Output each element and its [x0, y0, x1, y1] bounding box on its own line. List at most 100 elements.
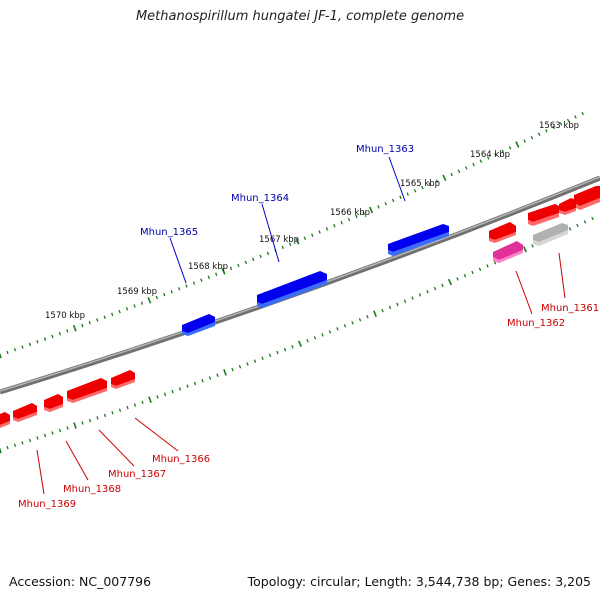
- tick-mark: [6, 350, 9, 355]
- map-title: Methanospirillum hungatei JF-1, complete…: [135, 9, 465, 24]
- tick-mark: [486, 156, 490, 160]
- tick-mark: [311, 233, 314, 237]
- tick-mark: [133, 403, 137, 407]
- gene-mhun-1359[interactable]: [528, 204, 559, 226]
- tick-mark: [576, 223, 579, 228]
- tick-mark: [441, 283, 444, 288]
- tick-mark: [251, 257, 255, 262]
- tick-mark: [110, 312, 114, 317]
- tick-mark: [399, 195, 402, 200]
- tick-mark: [347, 217, 351, 222]
- gene-label-mhun-1366[interactable]: Mhun_1366: [152, 454, 210, 465]
- tick-mark: [140, 301, 144, 305]
- tick-mark: [237, 263, 240, 268]
- tick-mark: [313, 336, 317, 340]
- tick-mark: [28, 342, 32, 347]
- tick-mark: [421, 185, 424, 190]
- tick-mark: [156, 395, 159, 399]
- gene-label-mhun-1361[interactable]: Mhun_1361: [541, 303, 599, 314]
- tick-mark: [36, 339, 39, 344]
- tick-mark: [223, 369, 227, 376]
- tick-mark: [268, 353, 272, 358]
- tick-mark: [298, 340, 302, 348]
- tick-mark: [177, 287, 181, 291]
- tick-mark: [465, 166, 468, 170]
- gene-label-mhun-1363[interactable]: Mhun_1363: [356, 144, 414, 155]
- scale-label-1568: 1568 kbp: [188, 262, 228, 272]
- tick-mark: [435, 179, 439, 183]
- tick-mark: [426, 290, 429, 294]
- tick-mark: [340, 220, 343, 225]
- tick-mark: [36, 436, 39, 440]
- tick-mark: [433, 286, 437, 291]
- gene-mhun-1365[interactable]: [182, 314, 215, 336]
- gene-pink[interactable]: [493, 241, 523, 263]
- tick-mark: [81, 323, 84, 328]
- tick-mark: [185, 284, 188, 288]
- gene-mhun-1368[interactable]: [44, 394, 63, 412]
- tick-mark: [66, 426, 69, 430]
- tick-mark: [244, 260, 248, 265]
- tick-mark: [591, 216, 594, 221]
- gene-mhun-1361[interactable]: [574, 186, 600, 210]
- tick-mark: [515, 141, 520, 148]
- tick-mark: [355, 214, 358, 219]
- tick-mark: [43, 337, 47, 341]
- tick-mark: [221, 268, 226, 275]
- tick-mark: [472, 162, 475, 167]
- tick-mark: [303, 236, 307, 240]
- tick-mark: [118, 408, 122, 412]
- tick-mark: [321, 333, 324, 337]
- tick-mark: [13, 443, 17, 447]
- gene-label-mhun-1367[interactable]: Mhun_1367: [108, 469, 166, 480]
- tick-mark: [170, 289, 173, 294]
- tick-mark: [253, 359, 257, 363]
- tick-mark: [537, 132, 541, 136]
- tick-mark: [13, 347, 17, 352]
- gene-label-mhun-1369[interactable]: Mhun_1369: [18, 499, 76, 510]
- tick-mark: [192, 281, 196, 285]
- tick-mark: [208, 376, 212, 380]
- tick-mark: [574, 115, 577, 119]
- gene-mhun-1362[interactable]: [489, 222, 516, 243]
- scale-label-1565: 1565 kbp: [400, 179, 440, 189]
- tick-mark: [229, 266, 233, 271]
- tick-mark: [126, 405, 129, 410]
- gene-mhun-1369[interactable]: [13, 403, 37, 422]
- tick-mark: [403, 299, 407, 303]
- gene-grey[interactable]: [533, 223, 568, 246]
- tick-mark: [96, 416, 99, 420]
- tick-mark: [456, 277, 459, 281]
- gene-mhun-1360[interactable]: [559, 198, 576, 215]
- gene-label-mhun-1364[interactable]: Mhun_1364: [231, 193, 289, 204]
- tick-mark: [581, 111, 584, 116]
- tick-mark: [447, 278, 453, 286]
- tick-mark: [362, 211, 365, 215]
- gene-label-mhun-1368[interactable]: Mhun_1368: [63, 484, 121, 495]
- gene-label-mhun-1362[interactable]: Mhun_1362: [507, 318, 565, 329]
- tick-mark: [6, 445, 9, 450]
- tick-mark: [381, 308, 384, 313]
- tick-mark: [276, 350, 279, 355]
- gene-edge-left[interactable]: [0, 412, 10, 428]
- scale-label-1570: 1570 kbp: [45, 311, 85, 321]
- tick-mark: [133, 304, 136, 308]
- gene-mhun-1366[interactable]: [111, 370, 135, 389]
- tick-mark: [207, 275, 211, 279]
- tick-mark: [66, 329, 69, 333]
- tick-mark: [568, 227, 572, 231]
- gene-leader-lines: [36, 156, 566, 495]
- tick-mark: [369, 206, 374, 214]
- tick-mark: [508, 146, 512, 150]
- tick-mark: [457, 169, 461, 173]
- gene-mhun-1363[interactable]: [388, 224, 449, 256]
- gene-label-mhun-1365[interactable]: Mhun_1365: [140, 227, 198, 238]
- gene-mhun-1364[interactable]: [257, 271, 327, 308]
- tick-mark: [545, 129, 548, 133]
- tick-mark: [118, 309, 121, 314]
- tick-mark: [531, 244, 534, 248]
- gene-mhun-1367[interactable]: [67, 378, 107, 403]
- tick-mark: [73, 422, 77, 429]
- scale-label-1563: 1563 kbp: [539, 121, 579, 131]
- tick-mark: [377, 205, 380, 209]
